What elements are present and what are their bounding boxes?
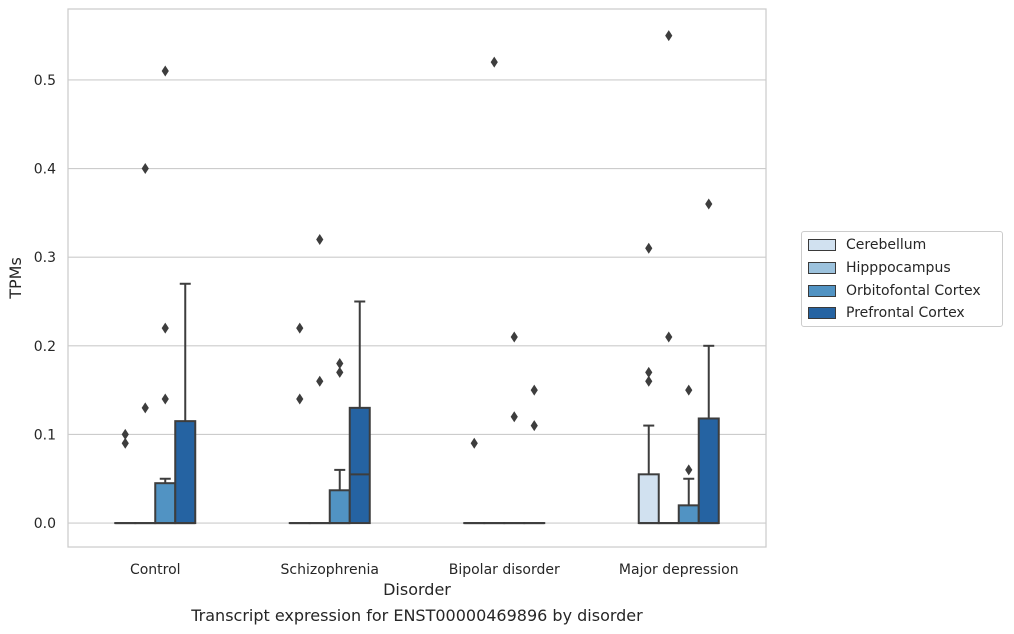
tick-labels: 0.0 0.1 0.2 0.3 0.4 0.5 Control Schizophrenia Bi… bbox=[34, 73, 739, 578]
y-tick-label: 0.5 bbox=[34, 73, 56, 89]
outlier-point bbox=[665, 331, 673, 343]
outlier-point bbox=[645, 366, 653, 378]
x-tick-label: Major depression bbox=[619, 562, 739, 578]
legend: Cerebellum Hipppocampus Orbitofontal Cor… bbox=[801, 231, 1003, 327]
outlier-point bbox=[645, 242, 653, 254]
outlier-point bbox=[141, 402, 149, 414]
legend-swatch bbox=[808, 239, 836, 251]
outlier-point bbox=[161, 65, 169, 77]
outlier-point bbox=[316, 233, 324, 245]
chart-caption: Transcript expression for ENST0000046989… bbox=[191, 606, 643, 625]
outlier-point bbox=[470, 437, 478, 449]
outliers bbox=[121, 30, 713, 476]
outlier-point bbox=[530, 384, 538, 396]
x-tick-label: Schizophrenia bbox=[281, 562, 379, 578]
legend-label: Orbitofontal Cortex bbox=[846, 283, 981, 299]
legend-label: Cerebellum bbox=[846, 237, 927, 253]
y-tick-label: 0.0 bbox=[34, 516, 56, 532]
box-rect bbox=[677, 504, 700, 525]
outlier-point bbox=[141, 163, 149, 175]
legend-swatch bbox=[808, 285, 836, 297]
outlier-point bbox=[316, 375, 324, 387]
box-0-3 bbox=[637, 424, 660, 525]
y-tick-label: 0.3 bbox=[34, 250, 56, 266]
x-tick-label: Bipolar disorder bbox=[449, 562, 560, 578]
box-3-0 bbox=[174, 282, 197, 525]
plot-frame bbox=[67, 8, 767, 548]
box-rect bbox=[328, 489, 351, 525]
y-tick-label: 0.2 bbox=[34, 339, 56, 355]
box-rect bbox=[637, 473, 660, 525]
box-3-3 bbox=[697, 344, 720, 525]
outlier-point bbox=[121, 428, 129, 440]
legend-label: Hipppocampus bbox=[846, 260, 951, 276]
legend-swatch bbox=[808, 307, 836, 319]
box-3-1 bbox=[348, 300, 371, 525]
y-tick-label: 0.1 bbox=[34, 427, 56, 443]
box-rect bbox=[174, 420, 197, 525]
box-rect bbox=[154, 482, 177, 525]
legend-swatch bbox=[808, 262, 836, 274]
legend-item-cerebellum: Cerebellum bbox=[808, 235, 926, 255]
legend-item-hippocampus: Hipppocampus bbox=[808, 258, 951, 278]
gridlines bbox=[68, 79, 766, 524]
outlier-point bbox=[296, 393, 304, 405]
outlier-point bbox=[530, 420, 538, 432]
outlier-point bbox=[161, 322, 169, 334]
outlier-point bbox=[336, 358, 344, 370]
box-rect bbox=[348, 406, 371, 525]
boxes bbox=[114, 282, 720, 525]
outlier-point bbox=[665, 30, 673, 42]
outlier-point bbox=[296, 322, 304, 334]
outlier-point bbox=[510, 411, 518, 423]
outlier-point bbox=[685, 384, 693, 396]
box-2-3 bbox=[677, 477, 700, 525]
outlier-point bbox=[336, 366, 344, 378]
box-2-0 bbox=[154, 477, 177, 525]
box-rect bbox=[697, 417, 720, 525]
outlier-point bbox=[685, 464, 693, 476]
x-tick-label: Control bbox=[130, 562, 181, 578]
legend-item-orbitofrontal-cortex: Orbitofontal Cortex bbox=[808, 281, 981, 301]
outlier-point bbox=[705, 198, 713, 210]
x-axis-label: Disorder bbox=[383, 580, 451, 599]
outlier-point bbox=[645, 375, 653, 387]
y-tick-label: 0.4 bbox=[34, 162, 56, 178]
y-axis-label: TPMs bbox=[6, 257, 25, 300]
box-2-1 bbox=[328, 468, 351, 525]
outlier-point bbox=[121, 437, 129, 449]
legend-item-prefrontal-cortex: Prefrontal Cortex bbox=[808, 303, 965, 323]
legend-label: Prefrontal Cortex bbox=[846, 305, 965, 321]
outlier-point bbox=[510, 331, 518, 343]
outlier-point bbox=[161, 393, 169, 405]
outlier-point bbox=[490, 56, 498, 68]
